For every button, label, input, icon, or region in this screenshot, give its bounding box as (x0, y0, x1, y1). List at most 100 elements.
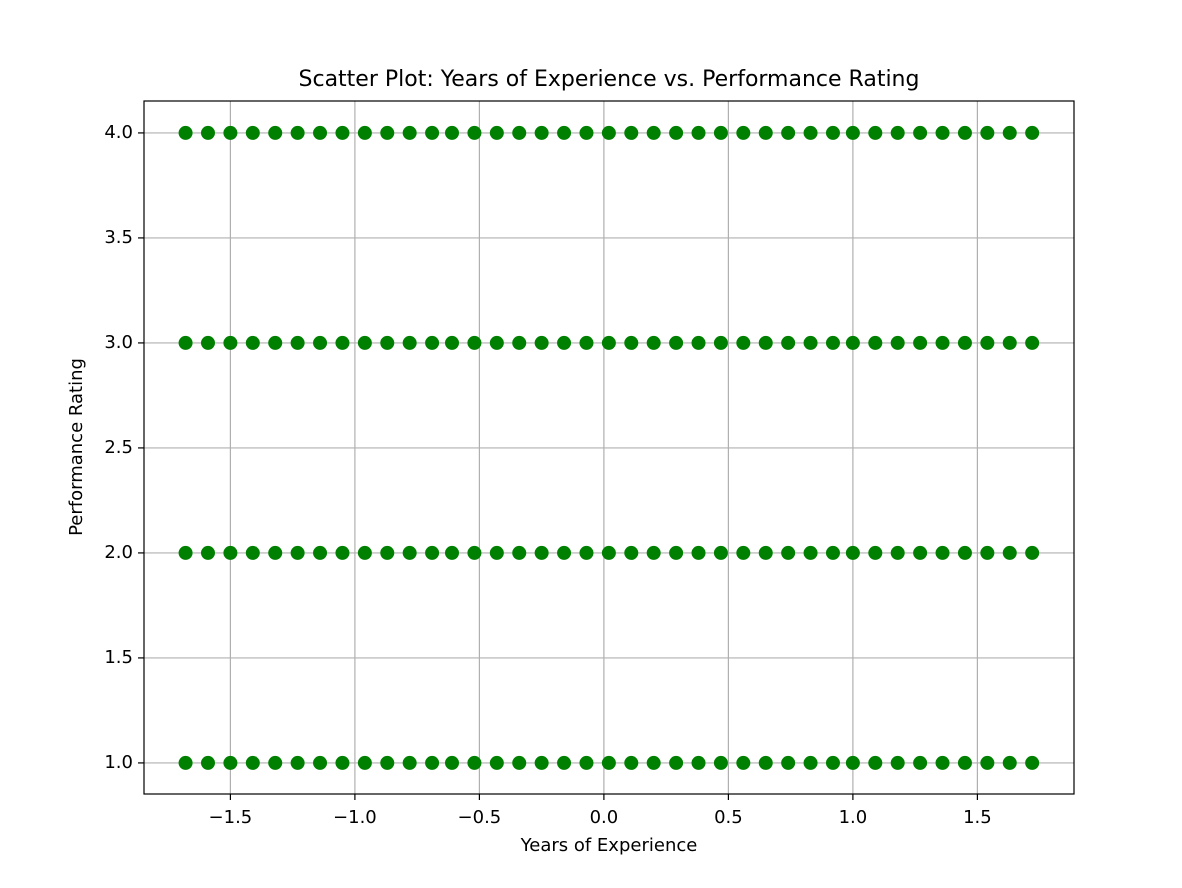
point (624, 335, 639, 350)
point (512, 125, 527, 140)
point (713, 755, 728, 770)
point (223, 335, 238, 350)
point (825, 335, 840, 350)
point (868, 335, 883, 350)
point (200, 545, 215, 560)
point (489, 125, 504, 140)
y-tick-label: 1.5 (104, 647, 133, 668)
point (601, 755, 616, 770)
point (268, 545, 283, 560)
point (935, 545, 950, 560)
point (425, 125, 440, 140)
y-tick-label: 2.0 (104, 542, 133, 563)
point (669, 545, 684, 560)
point (245, 335, 260, 350)
point (980, 125, 995, 140)
point (313, 125, 328, 140)
point (290, 125, 305, 140)
point (845, 755, 860, 770)
point (890, 755, 905, 770)
point (868, 755, 883, 770)
point (624, 545, 639, 560)
point (268, 755, 283, 770)
point (803, 755, 818, 770)
point (268, 335, 283, 350)
point (601, 545, 616, 560)
point (557, 125, 572, 140)
point (669, 755, 684, 770)
point (200, 125, 215, 140)
point (803, 125, 818, 140)
point (669, 335, 684, 350)
point (713, 335, 728, 350)
point (534, 335, 549, 350)
point (335, 755, 350, 770)
point (445, 335, 460, 350)
point (313, 755, 328, 770)
x-tick-label: −0.5 (458, 807, 502, 828)
point (402, 545, 417, 560)
point (758, 545, 773, 560)
point (935, 755, 950, 770)
point (357, 755, 372, 770)
point (313, 545, 328, 560)
point (781, 755, 796, 770)
point (357, 545, 372, 560)
point (290, 755, 305, 770)
point (245, 755, 260, 770)
point (1025, 545, 1040, 560)
point (445, 545, 460, 560)
x-tick-label: 1.0 (839, 807, 868, 828)
x-tick-label: −1.5 (209, 807, 253, 828)
point (557, 545, 572, 560)
point (713, 125, 728, 140)
point (380, 125, 395, 140)
point (489, 755, 504, 770)
point (445, 755, 460, 770)
point (178, 545, 193, 560)
point (913, 125, 928, 140)
point (178, 335, 193, 350)
point (825, 755, 840, 770)
point (223, 125, 238, 140)
point (868, 125, 883, 140)
point (646, 545, 661, 560)
point (758, 125, 773, 140)
point (534, 755, 549, 770)
point (1002, 755, 1017, 770)
point (890, 545, 905, 560)
point (402, 755, 417, 770)
point (957, 335, 972, 350)
x-tick-label: −1.0 (333, 807, 377, 828)
point (845, 545, 860, 560)
point (646, 335, 661, 350)
point (579, 755, 594, 770)
point (624, 755, 639, 770)
ticks: −1.5 −1.0 −0.5 0.0 0.5 1.0 1.5 1.0 1.5 2.0 2.5 3.0 3… (104, 122, 991, 828)
point (781, 335, 796, 350)
grid (144, 101, 1074, 794)
point (781, 545, 796, 560)
point (825, 545, 840, 560)
point (691, 545, 706, 560)
point (335, 335, 350, 350)
point (534, 125, 549, 140)
point (1002, 335, 1017, 350)
point (200, 335, 215, 350)
point (557, 335, 572, 350)
point (980, 755, 995, 770)
point (467, 125, 482, 140)
point (512, 755, 527, 770)
y-tick-label: 3.0 (104, 332, 133, 353)
point (890, 335, 905, 350)
y-tick-label: 2.5 (104, 437, 133, 458)
point (736, 545, 751, 560)
x-axis-label: Years of Experience (520, 835, 698, 856)
point (313, 335, 328, 350)
point (980, 335, 995, 350)
point (781, 125, 796, 140)
point (803, 545, 818, 560)
point (890, 125, 905, 140)
